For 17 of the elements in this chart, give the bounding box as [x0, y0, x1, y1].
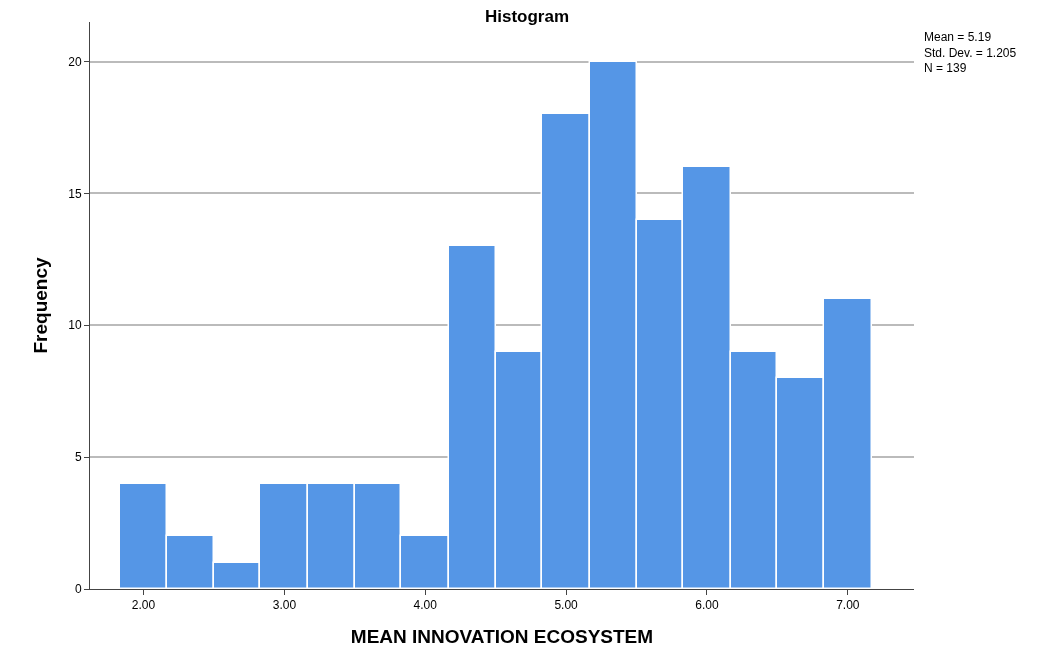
x-tick-label: 7.00 — [836, 598, 860, 613]
y-axis-title: Frequency — [30, 257, 52, 354]
x-axis-title: MEAN INNOVATION ECOSYSTEM — [350, 626, 654, 648]
x-tick-label: 5.00 — [554, 598, 579, 613]
text: Std. Dev. = 1.205 — [924, 46, 1017, 60]
x-tick-label: 4.00 — [413, 598, 438, 613]
chart-title: Histogram — [484, 6, 570, 26]
y-tick-label: 20 — [68, 54, 82, 69]
y-tick-label: 10 — [68, 318, 82, 333]
x-tick-label: 2.00 — [131, 598, 156, 613]
x-tick-label: 3.00 — [272, 598, 297, 613]
y-tick-label: 0 — [74, 582, 82, 597]
x-tick-label: 6.00 — [695, 598, 719, 613]
text: Mean = 5.19 — [924, 30, 992, 44]
y-tick-label: 15 — [68, 186, 82, 201]
y-tick-label: 5 — [74, 450, 82, 465]
text: N = 139 — [924, 61, 967, 75]
